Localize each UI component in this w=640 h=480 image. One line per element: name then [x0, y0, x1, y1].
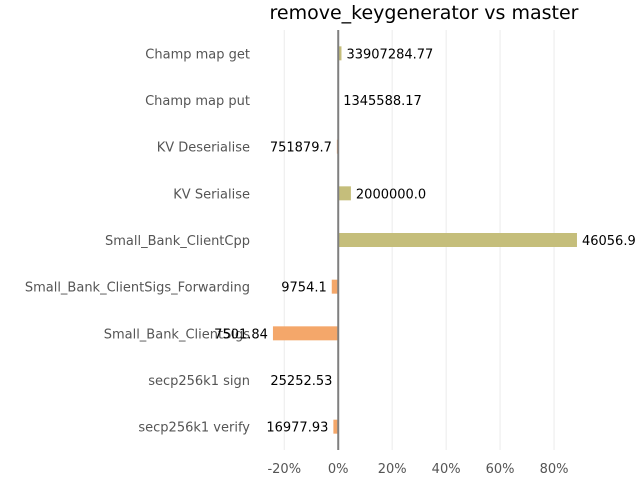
category-label: Small_Bank_ClientCpp — [105, 234, 250, 249]
data-label: 1345588.17 — [343, 94, 422, 109]
data-label: 46056.9 — [582, 234, 636, 249]
x-axis-tick-labels: -20% 0% 20% 40% 60% 80% — [267, 462, 568, 477]
x-tick-label: 40% — [432, 462, 461, 477]
data-label: 2000000.0 — [356, 187, 426, 202]
bar — [338, 46, 342, 61]
data-label: 33907284.77 — [346, 47, 433, 62]
data-label: 7501.84 — [214, 327, 268, 342]
category-label: KV Deserialise — [157, 141, 250, 156]
value-labels: 33907284.77 1345588.17 751879.7 2000000.0 46… — [214, 47, 636, 435]
category-label: secp256k1 verify — [138, 421, 250, 436]
bar — [272, 326, 339, 341]
x-tick-label: 60% — [486, 462, 515, 477]
bar — [333, 419, 339, 434]
category-label: Small_Bank_ClientSigs_Forwarding — [25, 281, 250, 296]
bar — [338, 233, 577, 247]
category-label: Small_Bank_ClientSigs — [104, 327, 251, 342]
category-label: KV Serialise — [173, 187, 250, 202]
x-tick-label: -20% — [267, 462, 301, 477]
bar — [331, 279, 339, 294]
category-label: Champ map put — [145, 94, 250, 109]
data-label: 16977.93 — [266, 421, 328, 436]
category-label: secp256k1 sign — [148, 374, 250, 389]
data-label: 751879.7 — [270, 141, 332, 156]
category-labels: Champ map get Champ map put KV Deserialise… — [25, 47, 250, 435]
x-tick-label: 80% — [540, 462, 569, 477]
data-label: 25252.53 — [270, 374, 332, 389]
bars — [272, 46, 577, 434]
bar — [338, 186, 351, 201]
data-label: 9754.1 — [281, 281, 327, 296]
x-tick-label: 20% — [378, 462, 407, 477]
category-label: Champ map get — [145, 47, 250, 62]
x-tick-label: 0% — [328, 462, 349, 477]
chart-title: remove_keygenerator vs master — [270, 2, 579, 24]
